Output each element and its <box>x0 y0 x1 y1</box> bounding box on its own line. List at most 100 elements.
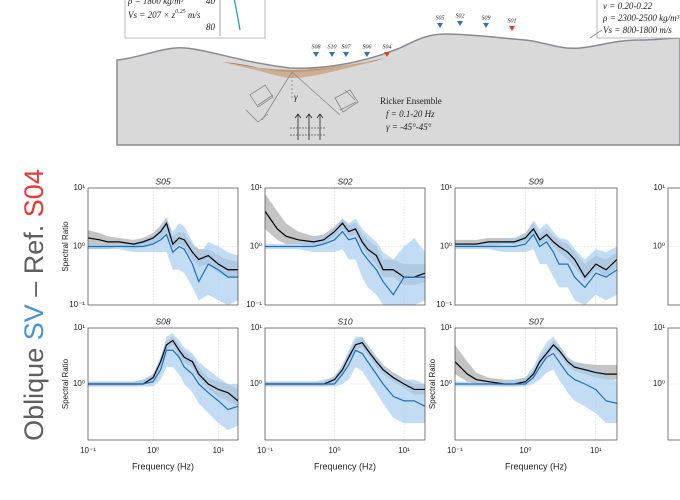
figure-title: Oblique SV – Ref. S04 <box>19 169 49 441</box>
panel: 10⁰ 10¹ 10⁻¹ 10⁰ 10¹ S08 Spectral Ratio Frequen… <box>61 316 239 471</box>
station-marker <box>457 21 463 26</box>
axes-frame <box>87 327 239 441</box>
ratio-line <box>88 349 238 411</box>
spread-band <box>265 336 425 424</box>
station-marker <box>313 52 319 57</box>
y-tick-label: 10¹ <box>73 183 85 192</box>
y-tick-label: 10⁰ <box>250 242 262 251</box>
x-axis-label: Frequency (Hz) <box>132 461 194 471</box>
x-tick-label: 10¹ <box>213 446 225 455</box>
wave-sketch <box>245 71 359 140</box>
x-tick-label: 10⁰ <box>147 446 159 455</box>
plot-content <box>88 328 238 440</box>
y-tick-label: 10¹ <box>440 323 452 332</box>
y-axis-label: Spectral Ratio <box>61 358 70 409</box>
title-part: SV <box>19 304 49 340</box>
depth-tick: 40 <box>206 0 216 6</box>
y-tick-label: 10⁻¹ <box>246 300 262 309</box>
right-box <box>596 0 680 39</box>
y-axis-label: Spectral Ratio <box>428 358 437 409</box>
y-axis-label: Spectral Ratio <box>61 221 70 272</box>
station-label: S09 <box>482 15 491 21</box>
basin-lower <box>225 60 380 78</box>
ratio-line <box>455 352 617 405</box>
vs-exponent: 0.25 <box>175 9 186 15</box>
station-marker <box>343 52 349 57</box>
source-frequency: f = 0.1-20 Hz <box>386 109 435 119</box>
panel-title: S02 <box>337 176 352 186</box>
y-tick-label: 10⁰ <box>653 379 665 388</box>
axes-frame <box>454 327 618 441</box>
panel: 10⁻¹ 10⁰ 10¹ S09 <box>436 176 618 309</box>
depth-tick: 80 <box>206 22 216 32</box>
station-label: S05 <box>436 15 445 21</box>
y-tick-label: 10⁰ <box>73 379 85 388</box>
left-density: ρ = 1800 kg/m³ <box>127 0 184 6</box>
axes-frame <box>264 187 426 306</box>
y-tick-label: 10¹ <box>73 323 85 332</box>
source-title: Ricker Ensemble <box>380 96 442 106</box>
station-marker <box>509 26 515 31</box>
station-label: S02 <box>456 13 465 19</box>
title-part: – Ref. <box>19 217 49 304</box>
vs-unit: m/s <box>186 10 201 20</box>
vs-base: Vs = 207 × z <box>128 10 176 20</box>
y-tick-label: 10⁰ <box>440 379 452 388</box>
y-tick-label: 10¹ <box>250 183 262 192</box>
x-tick-label: 10⁰ <box>519 446 531 455</box>
leader <box>589 29 603 39</box>
panel-title: S10 <box>337 316 352 326</box>
ratio-line <box>455 227 617 279</box>
station-marker <box>483 23 489 28</box>
panel-title: S07 <box>528 316 543 326</box>
ratio-line <box>265 210 425 278</box>
x-tick-label: 10⁰ <box>328 446 340 455</box>
y-tick-label: 10⁻¹ <box>69 300 85 309</box>
panel-title: S05 <box>155 176 170 186</box>
station-label: S07 <box>342 44 352 50</box>
station-label: S08 <box>312 44 321 50</box>
y-tick-label: 10¹ <box>250 323 262 332</box>
ratio-line <box>455 343 617 385</box>
y-tick-label: 10⁰ <box>440 242 452 251</box>
ratio-line <box>265 349 425 407</box>
y-tick-label: 10⁻¹ <box>436 300 452 309</box>
y-tick-label: 10¹ <box>440 183 452 192</box>
station-label: S04 <box>383 43 392 50</box>
vs-profile <box>233 0 241 31</box>
x-tick-label: 10¹ <box>398 446 410 455</box>
left-box <box>124 0 266 39</box>
plot-content <box>88 188 238 305</box>
station-marker <box>364 52 370 57</box>
axes-frame <box>454 187 618 306</box>
title-part: S04 <box>19 169 49 217</box>
x-axis-label: Frequency (Hz) <box>505 461 567 471</box>
site-diagram: γ Ricker Ensemble f = 0.1-20 Hz γ = -45°… <box>116 0 680 146</box>
spread-band <box>88 333 238 431</box>
axes-frame <box>667 327 680 441</box>
terrain <box>116 33 680 146</box>
spread-band <box>88 218 238 305</box>
ratio-line <box>88 233 238 284</box>
y-tick-label: 10¹ <box>653 323 665 332</box>
right-density: ρ = 2300-2500 kg/m³ <box>602 13 680 23</box>
plot-content <box>455 328 617 440</box>
left-vs: Vs = 207 × z0.25 m/s <box>128 9 201 20</box>
panel: 10⁰ 10¹ 10⁻¹ 10⁰ 10¹ S07 Spectral Ratio Frequen… <box>428 316 618 471</box>
station-label: S10 <box>328 44 337 50</box>
y-tick-label: 10⁰ <box>653 242 665 251</box>
x-tick-label: 10¹ <box>590 446 602 455</box>
y-tick-label: 10⁰ <box>73 242 85 251</box>
spread-band <box>455 336 617 424</box>
panel-title: S09 <box>528 176 543 186</box>
panel: 10⁻¹ 10⁰ 10¹ S02 <box>246 176 426 309</box>
panel: 10⁻¹ 10⁰ 10¹ S05 Spectral Ratio <box>61 176 239 309</box>
station-label: S06 <box>363 44 372 50</box>
x-axis-label: Frequency (Hz) <box>314 461 376 471</box>
ratio-line <box>265 230 425 296</box>
axes-frame <box>264 327 426 441</box>
source-angle: γ = -45°-45° <box>386 122 432 132</box>
plot-content <box>455 188 617 305</box>
ratio-line <box>455 233 617 289</box>
